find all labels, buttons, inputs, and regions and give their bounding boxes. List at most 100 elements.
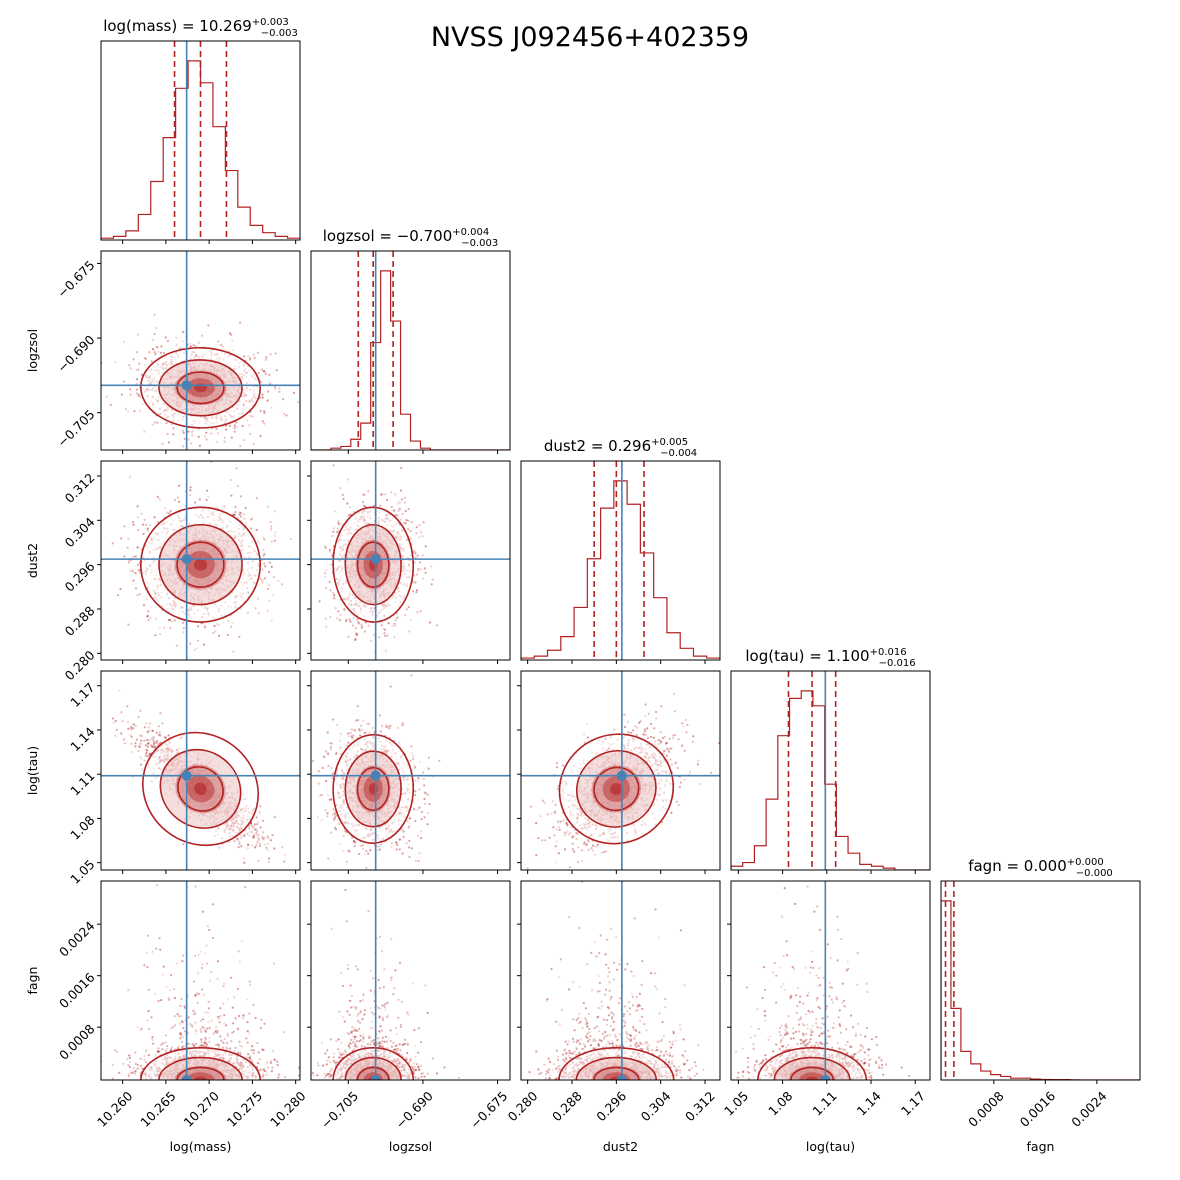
sample-dot — [156, 739, 159, 743]
sample-dot — [421, 554, 424, 557]
sample-dot — [414, 556, 417, 559]
sample-dot — [415, 573, 419, 576]
sample-dot — [255, 497, 258, 500]
sample-dot — [169, 626, 172, 630]
sample-dot — [272, 576, 276, 579]
sample-dot — [143, 518, 146, 522]
sample-dot — [269, 839, 273, 842]
sample-dot — [164, 506, 167, 509]
sample-dot — [267, 505, 270, 508]
sample-dot — [147, 726, 150, 729]
sample-dot — [271, 594, 275, 597]
sample-dot — [134, 587, 138, 590]
sample-dot — [265, 846, 268, 850]
sample-dot — [348, 513, 351, 517]
sample-dot — [325, 569, 328, 572]
sample-dot — [338, 523, 341, 526]
sample-dot — [239, 321, 242, 324]
density-block-3 — [194, 558, 207, 571]
truth-marker — [181, 554, 192, 565]
sample-dot — [182, 330, 185, 333]
sample-dot — [269, 382, 272, 385]
sample-dot — [195, 451, 197, 453]
sample-dot — [123, 340, 126, 343]
sample-dot — [337, 610, 340, 613]
sample-dot — [154, 634, 157, 637]
sample-dot — [386, 499, 389, 502]
sample-dot — [264, 370, 267, 373]
sample-dot — [135, 351, 139, 354]
sample-dot — [156, 421, 159, 424]
panel-frame — [310, 460, 511, 661]
sample-dot — [281, 846, 284, 849]
sample-dot — [192, 344, 195, 347]
contour-1 — [158, 359, 243, 417]
sample-dot — [129, 393, 132, 396]
sample-dot — [166, 432, 169, 436]
sample-dot — [147, 729, 151, 732]
sample-dot — [401, 512, 404, 516]
sample-dot — [242, 513, 245, 516]
sample-dot — [374, 660, 376, 662]
sample-dot — [404, 510, 407, 513]
sample-dot — [234, 505, 237, 509]
sample-dot — [98, 617, 100, 619]
sample-dot — [277, 579, 280, 583]
truth-marker — [181, 380, 192, 391]
sample-dot — [234, 427, 237, 430]
sample-dot — [355, 633, 358, 636]
sample-dot — [189, 642, 192, 645]
sample-dot — [259, 577, 262, 580]
sample-dot — [230, 625, 233, 628]
sample-dot — [248, 825, 251, 828]
sample-dot — [255, 816, 258, 819]
sample-dot — [244, 521, 248, 524]
sample-dot — [164, 336, 167, 339]
sample-dot — [267, 587, 270, 591]
sample-dot — [232, 349, 235, 352]
sample-dot — [400, 466, 403, 469]
sample-dot — [263, 553, 266, 556]
sample-dot — [181, 340, 184, 343]
sample-dot — [270, 406, 273, 409]
sample-dot — [132, 579, 135, 582]
sample-dot — [263, 577, 266, 580]
sample-dot — [356, 621, 360, 624]
sample-dot — [231, 622, 234, 625]
sample-dot — [140, 512, 143, 515]
sample-dot — [229, 478, 232, 482]
sample-dot — [120, 537, 123, 540]
sample-dot — [343, 608, 346, 611]
sample-dot — [403, 521, 406, 524]
sample-dot — [278, 390, 281, 393]
sample-dot — [266, 849, 269, 852]
sample-dot — [367, 490, 370, 493]
sample-dot — [418, 536, 421, 539]
sample-dot — [189, 486, 192, 489]
sample-dot — [243, 355, 246, 358]
sample-dot — [338, 618, 342, 622]
sample-dot — [403, 496, 406, 499]
sample-dot — [331, 534, 334, 538]
sample-dot — [232, 513, 235, 516]
sample-dot — [238, 511, 241, 514]
panel-content — [101, 251, 300, 453]
sample-dot — [423, 567, 426, 570]
sample-dot — [293, 391, 296, 394]
sample-dot — [230, 436, 233, 439]
sample-dot — [238, 513, 241, 516]
sample-dot — [147, 610, 150, 613]
sample-dot — [323, 572, 326, 575]
sample-dot — [270, 525, 273, 528]
sample-dot — [278, 387, 281, 390]
sample-dot — [273, 539, 276, 542]
sample-dot — [417, 569, 420, 572]
sample-dot — [264, 372, 267, 375]
sample-dot — [197, 435, 200, 438]
sample-dot — [181, 429, 184, 432]
sample-dot — [232, 513, 235, 516]
sample-dot — [141, 523, 145, 526]
sample-dot — [146, 615, 149, 618]
contour-1 — [344, 523, 402, 606]
sample-dot — [123, 525, 126, 528]
